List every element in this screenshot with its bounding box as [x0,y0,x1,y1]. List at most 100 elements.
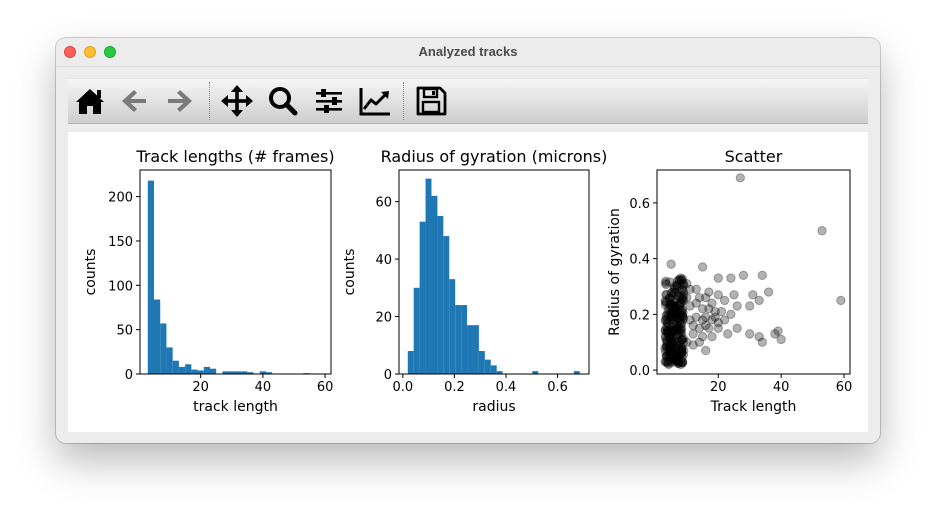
figure-canvas[interactable]: 20 40 60 0 50 100 150 200 Track lengths (# frame… [68,132,868,432]
scatter-point [677,357,687,368]
radius-gyration-bar [443,236,450,374]
scatter-point [678,280,689,291]
minimize-window-button[interactable] [84,46,96,58]
scatter-point [754,331,764,342]
scatter-point [661,290,671,300]
scatter-point [669,349,679,359]
scatter-point [675,309,686,320]
scatter-point [677,344,687,354]
scatter-point [770,329,780,339]
scatter-point [678,333,688,343]
scatter-point [668,338,678,348]
radius-gyration-y-tick-label: 0 [384,368,392,383]
scatter-point [707,331,717,342]
radius-gyration-bar [407,351,414,374]
scatter-point [663,358,673,368]
save-button[interactable] [413,83,449,119]
scatter-point [677,335,687,345]
edit-axis-button[interactable] [357,83,393,119]
scatter-point [660,356,670,367]
track-lengths-bar [172,360,179,374]
scatter-x-tick-label: 60 [836,380,853,395]
scatter-point [667,310,677,321]
pan-button[interactable] [219,83,255,119]
scatter-point [669,301,680,311]
scatter-axes: 20 40 60 0.0 0.2 0.4 0.6 Scatter Track length Rad… [607,147,852,415]
scatter-point [675,336,685,347]
scatter-point [672,281,683,292]
scatter-point [674,298,685,309]
scatter-point [664,332,675,343]
scatter-point [667,356,678,366]
home-icon [76,89,104,114]
scatter-point [665,277,675,287]
scatter-point [669,302,679,313]
scatter-point [676,276,687,286]
scatter-point [669,298,679,309]
scatter-point [667,331,678,342]
scatter-point [674,348,685,359]
scatter-point [664,319,674,329]
scatter-point [688,320,698,331]
scatter-point [665,352,675,363]
scatter-point [676,347,687,358]
arrow-right-icon [168,90,192,112]
zoom-button[interactable] [265,83,301,119]
forward-button[interactable] [162,83,198,119]
scatter-point [673,342,684,352]
scatter-point [688,329,698,339]
track-lengths-title: Track lengths (# frames) [135,147,334,166]
scatter-point [672,324,682,335]
scatter-point [697,315,708,325]
scatter-point [682,337,692,347]
scatter-point [735,173,745,183]
scatter-point [672,356,682,366]
close-window-button[interactable] [64,46,76,58]
scatter-point [665,327,676,338]
scatter-point [665,307,676,318]
scatter-point [670,326,681,337]
scatter-point [665,299,675,309]
scatter-point [670,353,681,364]
scatter-point [674,274,684,285]
scatter-point [691,298,701,308]
configure-subplots-button[interactable] [311,83,347,119]
back-button[interactable] [116,83,152,119]
scatter-point [676,359,686,370]
scatter-point [661,350,672,361]
scatter-point [664,326,674,337]
track-lengths-y-tick-label: 150 [108,235,133,250]
scatter-point [671,280,682,290]
scatter-point [661,311,671,321]
scatter-point [836,295,846,306]
scatter-point [666,302,677,313]
track-lengths-bar [259,371,266,374]
scatter-point [664,303,674,313]
scatter-point [670,354,680,365]
scatter-point [668,296,679,307]
scatter-point [660,332,671,343]
magnifier-icon [269,87,298,116]
zoom-window-button[interactable] [104,46,116,58]
scatter-point [660,300,671,310]
radius-gyration-axes: 0.0 0.2 0.4 0.6 0 20 40 60 Radius of gyration (m… [342,147,607,415]
scatter-point [666,334,676,344]
scatter-point [754,295,764,306]
scatter-point [661,314,671,325]
move-icon [221,85,253,117]
scatter-point [673,291,684,301]
scatter-point [674,304,684,315]
scatter-point [670,301,680,312]
scatter-point [817,226,827,236]
scatter-point [685,284,695,294]
scatter-point [679,295,689,306]
scatter-point [662,327,672,337]
scatter-point [666,322,676,332]
scatter-point [674,301,685,311]
scatter-point [666,328,677,338]
home-button[interactable] [72,83,108,119]
radius-gyration-y-label: counts [342,249,358,296]
scatter-point [676,344,687,355]
scatter-point [677,311,687,321]
radius-gyration-bar [437,215,444,374]
